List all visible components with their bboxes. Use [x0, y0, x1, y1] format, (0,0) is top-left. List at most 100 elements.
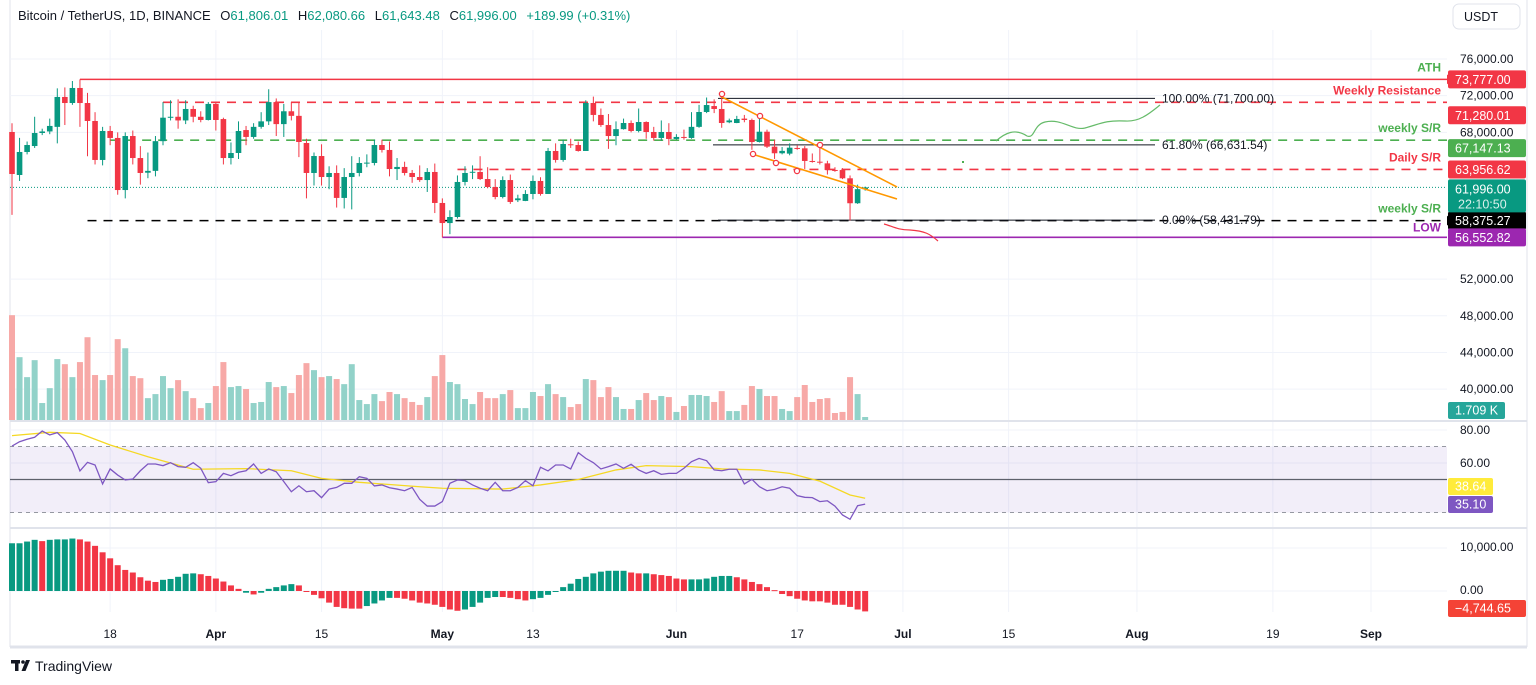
- candle-body: [839, 170, 846, 179]
- currency-button-frame[interactable]: [1452, 3, 1521, 30]
- candle-body: [273, 102, 280, 125]
- volume-bar: [99, 380, 106, 420]
- macd-tick-label: 10,000.00: [1460, 540, 1514, 554]
- candle: [31, 116, 38, 148]
- candle: [492, 179, 498, 200]
- macd-histogram-bar: [462, 591, 468, 610]
- rsi-tick-label: 60.00: [1460, 456, 1490, 470]
- macd-histogram-bar: [620, 570, 627, 591]
- candle-body: [650, 131, 657, 138]
- candle: [477, 156, 483, 181]
- bearish-projection-curve[interactable]: [883, 223, 939, 242]
- candlestick-series: [9, 79, 868, 238]
- volume-bar: [560, 397, 567, 420]
- candle: [213, 102, 219, 131]
- volume-bar: [590, 380, 597, 420]
- candle: [696, 104, 702, 128]
- macd-histogram-bar: [439, 591, 446, 607]
- candle-body: [734, 118, 740, 124]
- candle: [175, 99, 181, 129]
- pivot-marker: [772, 159, 780, 167]
- bullish-projection-curve[interactable]: [995, 104, 1161, 142]
- candle: [794, 145, 800, 150]
- candle-body: [84, 103, 91, 121]
- volume-bar: [416, 404, 423, 420]
- volume-bar: [363, 404, 370, 420]
- macd-histogram-bar: [167, 578, 174, 591]
- volume-bar: [816, 399, 823, 420]
- volume-bar: [144, 398, 151, 420]
- candle-body: [492, 187, 498, 198]
- macd-histogram-bar: [46, 539, 53, 591]
- macd-histogram-bar: [560, 587, 567, 591]
- candle-body: [530, 180, 536, 194]
- macd-histogram-bar: [809, 591, 816, 602]
- macd-histogram-bar: [575, 578, 582, 591]
- macd-histogram-bar: [152, 581, 159, 591]
- macd-histogram-bar: [764, 587, 770, 591]
- candle-body: [99, 130, 106, 160]
- candle: [99, 126, 106, 166]
- macd-histogram-bar: [613, 570, 619, 591]
- candle-body: [439, 202, 446, 224]
- candle-body: [333, 172, 340, 198]
- volume-bar: [665, 397, 672, 420]
- macd-histogram-bar: [76, 539, 83, 591]
- macd-histogram-bar: [816, 591, 823, 602]
- candle-body: [205, 103, 212, 120]
- bar-countdown: 22:10:50: [1458, 197, 1507, 211]
- horizontal-levels: ATH Weekly Resistance weekly S/R Daily S/R w…: [10, 60, 1447, 239]
- time-tick-label: 15: [1002, 627, 1016, 641]
- wedge-upper-line[interactable]: [719, 95, 898, 188]
- candle-body: [575, 145, 582, 151]
- volume-bar: [862, 417, 869, 420]
- level-value-low-box: [1448, 228, 1526, 247]
- volume-bar: [341, 384, 348, 420]
- candle-body: [107, 130, 113, 138]
- level-value-weekly-sr-upper: 67,147.13: [1455, 142, 1511, 156]
- candle-body: [447, 216, 453, 224]
- macd-histogram-bar: [341, 591, 348, 609]
- macd-histogram-bar: [348, 591, 355, 609]
- candle-body: [469, 171, 476, 173]
- macd-histogram-bar: [363, 591, 370, 607]
- pivot-marker: [756, 112, 764, 120]
- level-label-ath: ATH: [1417, 60, 1441, 74]
- macd-histogram-bar: [137, 577, 144, 591]
- candle-body: [764, 131, 770, 147]
- falling-wedge-drawing[interactable]: [718, 90, 898, 200]
- price-axis[interactable]: 76,000.00 72,000.00 68,000.00 52,000.00 48,0…: [1460, 52, 1514, 597]
- level-label-weekly-sr-lower: weekly S/R: [1377, 202, 1441, 216]
- symbol-title: Bitcoin / TetherUS, 1D, BINANCE: [18, 8, 211, 23]
- volume-bar: [378, 401, 385, 420]
- candle-body: [613, 129, 619, 137]
- macd-histogram-bar: [839, 591, 846, 605]
- volume-bar: [545, 384, 552, 420]
- rsi-value-label-box: [1448, 496, 1493, 513]
- tradingview-logo[interactable]: TradingView: [11, 658, 113, 674]
- tradingview-logo-icon: [11, 660, 30, 671]
- volume-bar: [492, 398, 499, 420]
- volume-bar: [114, 339, 121, 420]
- candle: [786, 143, 793, 156]
- time-tick-label: 13: [526, 627, 540, 641]
- macd-histogram-bar: [733, 577, 740, 591]
- macd-histogram-bar: [401, 591, 408, 599]
- candle: [16, 137, 23, 181]
- time-axis[interactable]: 18 Apr 15 May 13 Jun 17 Jul 15 Aug 19 Sep: [103, 627, 1382, 641]
- macd-histogram-bar: [122, 569, 129, 591]
- volume-bar: [250, 403, 257, 420]
- macd-histogram-bar: [235, 588, 242, 591]
- candle-body: [817, 161, 823, 163]
- candle: [560, 139, 566, 162]
- candle-body: [854, 189, 861, 204]
- candle: [145, 152, 151, 179]
- currency-button-label[interactable]: USDT: [1464, 10, 1498, 24]
- volume-bar: [764, 396, 770, 420]
- volume-bar: [733, 411, 740, 420]
- macd-histogram-bar: [416, 591, 423, 603]
- fib-retracement[interactable]: 100.00% (71,700.00) 61.80% (66,631.54) 0.0…: [713, 91, 1274, 227]
- currency-button[interactable]: USDT: [1452, 3, 1521, 30]
- volume-bar: [711, 401, 718, 420]
